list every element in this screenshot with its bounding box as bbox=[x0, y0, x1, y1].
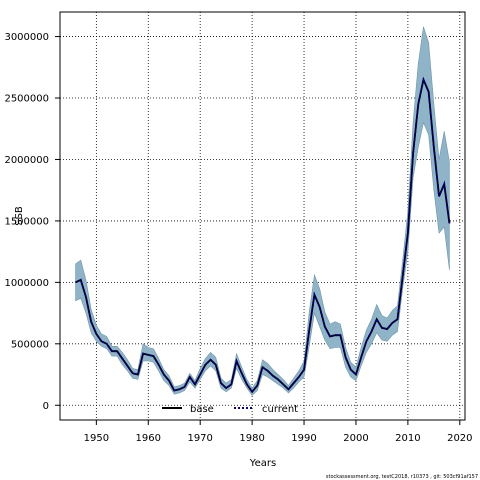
x-tick-label-1950: 1950 bbox=[84, 433, 109, 444]
x-tick-label-1980: 1980 bbox=[239, 433, 264, 444]
x-tick-label-2010: 2010 bbox=[395, 433, 420, 444]
confidence-band-layer bbox=[75, 26, 450, 396]
y-tick-label-1000000: 1000000 bbox=[4, 278, 49, 289]
series-line-current bbox=[75, 76, 451, 394]
legend: base current bbox=[162, 404, 298, 415]
x-tick-label-1960: 1960 bbox=[136, 433, 161, 444]
y-tick-label-2500000: 2500000 bbox=[4, 94, 49, 105]
series-lines-layer bbox=[75, 76, 451, 394]
axes-layer: 1950 1960 1970 1980 1990 2000 2010 2020 0 500000 1… bbox=[4, 32, 472, 444]
series-line-base bbox=[75, 76, 451, 394]
x-tick-label-2000: 2000 bbox=[343, 433, 368, 444]
footer-note: stockassessment.org, testC2018, r10373 ,… bbox=[326, 474, 478, 480]
y-axis-title: SSB bbox=[14, 206, 25, 226]
ssb-confidence-band bbox=[75, 26, 450, 396]
y-tick-label-500000: 500000 bbox=[11, 339, 49, 350]
x-tick-label-2020: 2020 bbox=[447, 433, 472, 444]
x-axis-title: Years bbox=[249, 458, 276, 469]
legend-current-label: current bbox=[262, 404, 298, 415]
y-tick-label-3000000: 3000000 bbox=[4, 32, 49, 43]
legend-base-label: base bbox=[190, 404, 214, 415]
y-tick-label-0: 0 bbox=[43, 401, 49, 412]
plot-frame bbox=[59, 11, 466, 421]
x-tick-label-1990: 1990 bbox=[291, 433, 316, 444]
y-tick-label-1500000: 1500000 bbox=[4, 216, 49, 227]
y-tick-label-2000000: 2000000 bbox=[4, 155, 49, 166]
x-tick-label-1970: 1970 bbox=[187, 433, 212, 444]
